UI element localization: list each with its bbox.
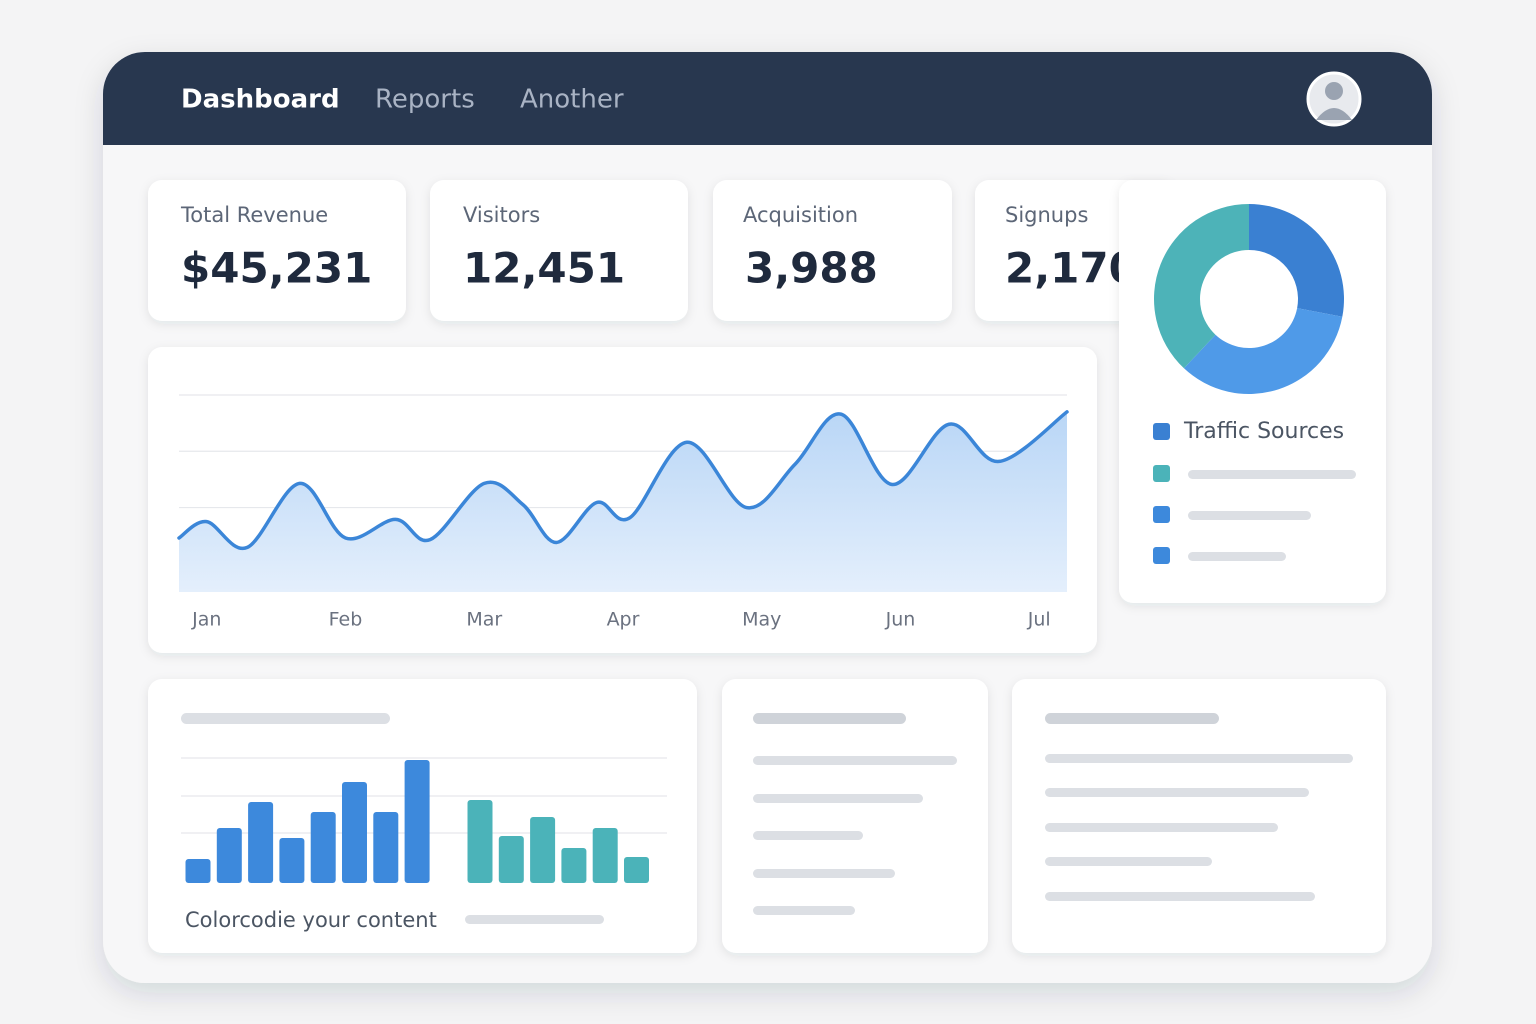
placeholder xyxy=(1188,470,1356,479)
kpi-card xyxy=(430,180,688,321)
placeholder xyxy=(753,831,863,840)
kpi-label: Visitors xyxy=(463,203,540,227)
placeholder xyxy=(753,756,957,765)
avatar-body xyxy=(1316,108,1352,120)
text-card xyxy=(1012,679,1386,953)
x-tick-label: Jun xyxy=(885,609,916,631)
placeholder xyxy=(1045,713,1219,724)
bar xyxy=(310,812,336,883)
x-tick-label: Feb xyxy=(329,609,363,631)
bar xyxy=(185,859,211,883)
x-tick-label: Jul xyxy=(1027,609,1051,631)
placeholder xyxy=(753,906,855,915)
placeholder xyxy=(753,794,923,803)
legend-swatch xyxy=(1153,547,1170,564)
placeholder xyxy=(1045,823,1278,832)
donut-segment xyxy=(1154,204,1249,369)
bar xyxy=(592,828,618,883)
nav-item[interactable]: Another xyxy=(520,85,624,115)
placeholder xyxy=(1045,754,1353,763)
navbar-bg xyxy=(103,52,1432,145)
bar xyxy=(467,800,493,883)
legend-swatch xyxy=(1153,423,1170,440)
line xyxy=(177,410,1069,551)
bar xyxy=(530,817,556,883)
avatar-head xyxy=(1325,82,1343,100)
text-card xyxy=(722,679,988,953)
donut-segment xyxy=(1249,204,1344,317)
placeholder xyxy=(1045,788,1309,797)
bar xyxy=(216,828,242,883)
kpi-value: 12,451 xyxy=(463,244,625,293)
bar xyxy=(342,782,367,883)
placeholder xyxy=(1045,892,1315,901)
donut-segment xyxy=(1183,308,1343,394)
legend-swatch xyxy=(1153,465,1170,482)
kpi-value: 2,170 xyxy=(1005,244,1138,293)
bar xyxy=(561,848,587,883)
bar xyxy=(404,760,430,883)
kpi-label: Signups xyxy=(1005,203,1088,227)
navbar xyxy=(103,52,1432,145)
avatar[interactable] xyxy=(1306,71,1362,127)
bar-caption: Colorcodie your content xyxy=(185,908,437,932)
placeholder xyxy=(753,713,906,724)
bar xyxy=(373,812,399,883)
x-tick-label: Apr xyxy=(607,609,640,631)
x-tick-label: Mar xyxy=(466,609,502,631)
bar xyxy=(498,836,524,883)
placeholder xyxy=(1045,857,1212,866)
area xyxy=(179,411,1067,592)
placeholder xyxy=(753,869,895,878)
placeholder xyxy=(1188,552,1286,561)
bar xyxy=(624,857,649,883)
kpi-value: $45,231 xyxy=(181,244,372,293)
kpi-value: 3,988 xyxy=(745,244,878,293)
bar xyxy=(248,802,274,883)
nav-item[interactable]: Reports xyxy=(375,85,475,115)
legend-label: Traffic Sources xyxy=(1183,419,1344,444)
placeholder xyxy=(1188,511,1311,520)
kpi-label: Acquisition xyxy=(743,203,858,227)
kpi-label: Total Revenue xyxy=(180,203,328,227)
x-tick-label: May xyxy=(742,609,781,631)
kpi-card xyxy=(713,180,952,321)
bar xyxy=(279,838,305,883)
x-tick-label: Jan xyxy=(191,609,221,631)
placeholder xyxy=(181,713,390,724)
placeholder xyxy=(465,915,604,924)
nav-item[interactable]: Dashboard xyxy=(181,85,340,115)
kpi-card xyxy=(148,180,406,321)
legend-swatch xyxy=(1153,506,1170,523)
